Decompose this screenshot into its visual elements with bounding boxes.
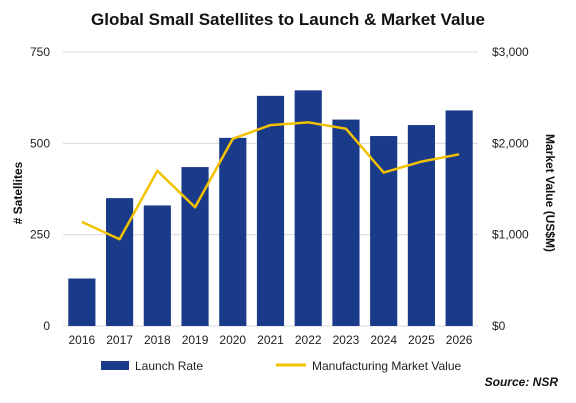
bar-2026 — [445, 110, 473, 326]
right-tick-label: $0 — [492, 319, 506, 333]
right-tick-label: $2,000 — [492, 136, 529, 150]
right-tick-label: $3,000 — [492, 45, 529, 59]
bar-2017 — [106, 198, 134, 326]
left-tick-label: 750 — [30, 45, 50, 59]
left-axis-title: # Satellites — [11, 161, 25, 224]
bar-2020 — [219, 137, 247, 326]
bar-2022 — [294, 90, 322, 326]
x-tick-label: 2026 — [446, 333, 473, 347]
x-tick-label: 2019 — [182, 333, 209, 347]
legend-label-launch-rate: Launch Rate — [135, 359, 203, 373]
bar-2021 — [256, 95, 285, 326]
right-axis-ticks: $0 $1,000 $2,000 $3,000 — [492, 45, 529, 333]
x-tick-label: 2018 — [144, 333, 171, 347]
x-tick-label: 2024 — [370, 333, 397, 347]
x-tick-label: 2017 — [106, 333, 133, 347]
x-tick-label: 2021 — [257, 333, 284, 347]
bar-2018 — [143, 205, 171, 326]
left-tick-label: 250 — [30, 228, 50, 242]
x-axis-ticks: 2016 2017 2018 2019 2020 2021 2022 2023 2024 2025… — [69, 333, 473, 347]
x-tick-label: 2025 — [408, 333, 435, 347]
legend-swatch-launch-rate — [101, 361, 129, 370]
bar-2016 — [68, 278, 96, 326]
x-tick-label: 2020 — [219, 333, 246, 347]
legend: Launch Rate Manufacturing Market Value — [101, 359, 462, 373]
bar-2024 — [370, 136, 398, 326]
left-tick-label: 500 — [30, 136, 50, 150]
legend-label-market-value: Manufacturing Market Value — [312, 359, 462, 373]
source-note: Source: NSR — [484, 375, 558, 389]
left-axis-ticks: 0 250 500 750 — [30, 45, 50, 333]
bar-series — [68, 90, 473, 326]
right-axis-title: Market Value (US$M) — [543, 134, 557, 252]
right-tick-label: $1,000 — [492, 228, 529, 242]
bar-2023 — [332, 119, 360, 326]
x-tick-label: 2022 — [295, 333, 322, 347]
x-tick-label: 2016 — [69, 333, 96, 347]
left-tick-label: 0 — [43, 319, 50, 333]
chart-title: Global Small Satellites to Launch & Mark… — [91, 10, 485, 29]
bar-2025 — [407, 125, 435, 326]
x-tick-label: 2023 — [333, 333, 360, 347]
line-series — [81, 121, 460, 241]
bar-2019 — [181, 167, 209, 326]
